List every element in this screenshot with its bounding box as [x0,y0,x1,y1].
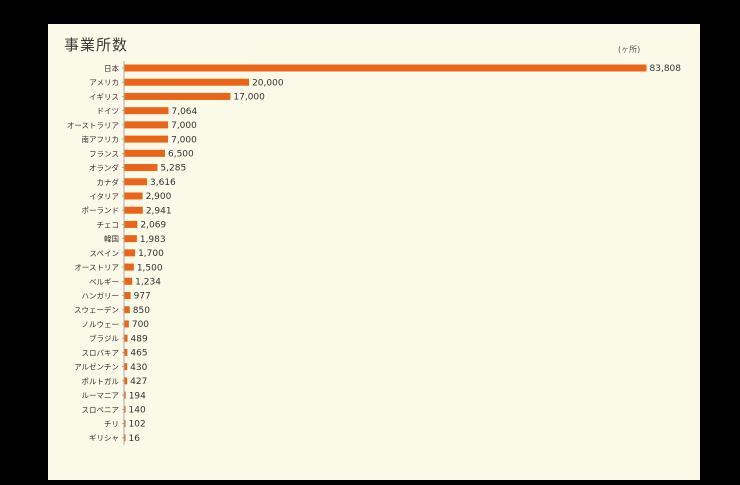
bar [124,135,169,143]
value-label: 2,069 [140,221,166,231]
category-label: オーストリア [74,263,119,272]
bar [124,320,129,328]
bar [124,92,231,100]
value-label: 7,000 [171,121,197,131]
bar [124,164,158,172]
bar [124,334,128,342]
bar [124,192,143,200]
bar [124,277,133,285]
category-label: ベルギー [89,277,119,286]
category-label: ハンガリー [82,291,120,301]
value-label: 489 [131,334,148,344]
category-label: ドイツ [97,107,120,116]
value-label: 3,616 [150,178,176,188]
value-label: 1,700 [138,249,164,259]
bar [124,107,169,115]
bar [124,64,647,72]
category-label: ポーランド [82,206,120,215]
value-label: 7,064 [171,107,197,117]
bar [124,292,131,300]
category-label: イギリス [89,92,119,101]
category-label: ポルトガル [82,376,120,386]
value-label: 16 [129,434,141,444]
chart-slide: 事業所数 (ヶ所) 日本 83,808 アメリカ 20,000 イギリス 17,000 ドイ… [48,24,700,480]
unit-label: (ヶ所) [618,45,641,54]
bar [124,377,128,385]
bar [124,206,143,214]
bar [124,420,126,427]
value-label: 194 [129,391,146,401]
category-label: ノルウェー [82,320,120,329]
bar [124,263,134,271]
value-label: 83,808 [650,64,682,74]
value-label: 6,500 [168,150,194,160]
bar [124,434,126,442]
category-label: フランス [89,149,119,158]
category-label: 南アフリカ [82,134,120,144]
category-label: オランダ [89,163,119,173]
value-label: 1,983 [140,235,166,245]
value-label: 1,234 [135,278,161,288]
category-label: スロバキア [82,348,120,357]
category-label: カナダ [97,177,120,187]
category-label: アルゼンチン [74,362,119,372]
value-label: 430 [130,363,147,373]
bar [124,220,138,228]
bar [124,78,250,86]
bar [124,235,137,243]
value-label: 427 [130,377,147,387]
bar [124,249,136,257]
bar [124,405,126,413]
bar-chart: 日本 83,808 アメリカ 20,000 イギリス 17,000 ドイツ 7,064 オースト… [67,61,682,445]
bar [124,391,126,399]
value-label: 20,000 [252,78,284,88]
category-label: スウェーデン [74,305,119,315]
value-label: 850 [133,306,150,316]
value-label: 2,941 [146,206,172,216]
value-label: 5,285 [160,164,186,174]
value-label: 1,500 [137,263,163,273]
bar [124,306,130,314]
bar [124,121,169,129]
value-label: 2,900 [146,192,172,202]
category-label: 日本 [104,63,119,73]
bar [124,363,128,371]
value-label: 102 [129,420,146,430]
category-label: アメリカ [89,78,119,87]
category-label: チェコ [97,220,120,229]
chart-title: 事業所数 [64,36,129,54]
category-label: スペイン [90,249,119,258]
value-label: 700 [132,320,149,330]
bar [124,178,148,186]
value-label: 465 [130,349,147,359]
value-label: 17,000 [233,93,265,103]
bar [124,348,128,356]
category-label: スロベニア [82,405,120,414]
value-label: 7,000 [171,135,197,145]
category-label: 韓国 [104,234,119,244]
category-label: イタリア [89,192,119,201]
category-label: チリ [104,420,119,429]
value-label: 977 [134,292,151,302]
category-label: ギリシャ [89,434,119,443]
category-label: ルーマニア [82,391,120,400]
bar [124,149,165,157]
category-label: ブラジル [89,333,119,343]
value-label: 140 [129,405,146,415]
category-label: オーストラリア [67,121,119,130]
